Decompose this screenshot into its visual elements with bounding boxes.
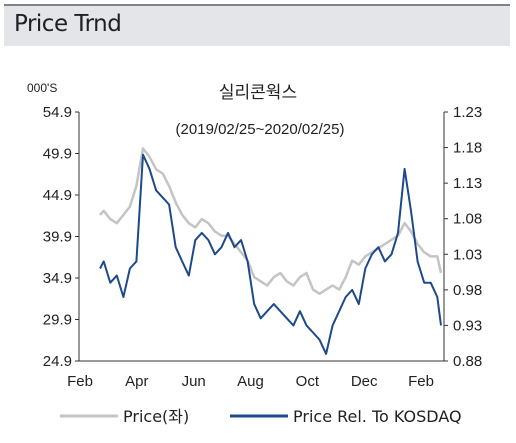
left-tick-label: 49.9 (43, 146, 72, 163)
right-tick-label: 0.93 (453, 317, 482, 334)
x-tick-label: Dec (351, 373, 378, 390)
legend-label-price: Price(좌) (123, 407, 189, 426)
legend: Price(좌) Price Rel. To KOSDAQ (60, 407, 462, 426)
right-tick-label: 1.13 (453, 175, 482, 192)
series-line-price (99, 147, 443, 296)
x-tick-label: Feb (67, 373, 93, 390)
page-title: Price Trnd (14, 11, 122, 37)
series-layer (99, 147, 443, 355)
left-axis-ticks: 54.9 49.9 44.9 39.9 34.9 29.9 24.9 (43, 104, 79, 370)
chart-subtitle: (2019/02/25~2020/02/25) (176, 121, 345, 138)
header-bar: Price Trnd (4, 4, 510, 46)
x-tick-label: Feb (408, 373, 434, 390)
x-tick-label: Aug (237, 373, 264, 390)
x-tick-label: Jun (182, 373, 206, 390)
right-tick-label: 0.88 (453, 353, 482, 370)
right-tick-label: 1.08 (453, 211, 482, 228)
left-tick-label: 24.9 (43, 353, 72, 370)
left-tick-label: 29.9 (43, 312, 72, 329)
right-tick-label: 1.18 (453, 140, 482, 157)
right-tick-label: 1.23 (453, 104, 482, 121)
legend-label-rel: Price Rel. To KOSDAQ (293, 407, 462, 426)
series-line-rel-kosdaq (99, 153, 442, 355)
right-tick-label: 1.03 (453, 246, 482, 263)
chart-title: 실리콘웍스 (219, 83, 297, 103)
right-axis-ticks: 1.23 1.18 1.13 1.08 1.03 0.98 0.93 0.88 (444, 104, 482, 370)
left-axis-unit: 000'S (27, 81, 57, 95)
left-tick-label: 34.9 (43, 270, 72, 287)
left-tick-label: 44.9 (43, 187, 72, 204)
x-axis-ticks: Feb Apr Jun Aug Oct Dec Feb (67, 373, 434, 390)
left-tick-label: 39.9 (43, 229, 72, 246)
left-tick-label: 54.9 (43, 104, 72, 121)
right-tick-label: 0.98 (453, 282, 482, 299)
x-tick-label: Apr (125, 373, 148, 390)
x-tick-label: Oct (296, 373, 320, 390)
